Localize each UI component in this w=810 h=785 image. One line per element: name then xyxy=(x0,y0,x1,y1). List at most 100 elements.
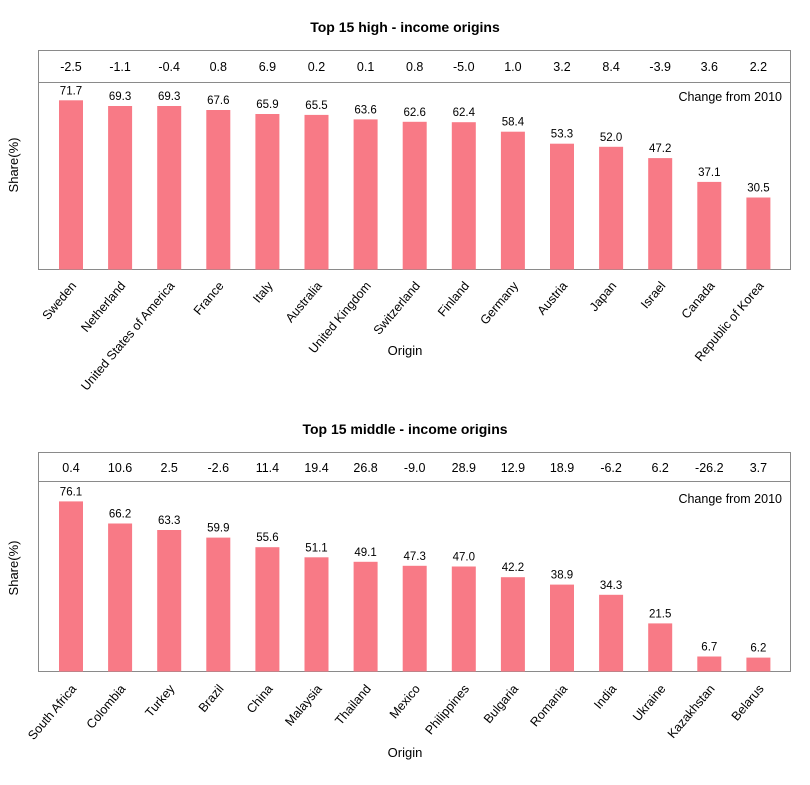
data-label: 59.9 xyxy=(207,523,229,535)
change-value: 3.6 xyxy=(701,60,718,74)
data-label: 62.4 xyxy=(453,107,476,119)
x-tick-label: Romania xyxy=(527,682,570,729)
bar xyxy=(255,547,280,672)
x-tick-label: Netherland xyxy=(78,279,128,335)
chart-title: Top 15 high - income origins xyxy=(310,19,500,35)
x-tick-label: Turkey xyxy=(143,681,178,719)
change-value: 28.9 xyxy=(452,461,476,475)
data-label: 69.3 xyxy=(109,91,131,103)
data-label: 37.1 xyxy=(698,167,720,179)
data-label: 63.3 xyxy=(158,515,180,527)
data-label: 49.1 xyxy=(354,547,376,559)
bar xyxy=(500,131,525,270)
data-label: 34.3 xyxy=(600,580,622,592)
x-tick-label: Brazil xyxy=(196,682,227,715)
x-tick-label: France xyxy=(191,279,227,318)
x-tick-label: Bulgaria xyxy=(481,682,521,726)
bar xyxy=(59,501,83,672)
data-label: 53.3 xyxy=(551,129,573,141)
change-value: -1.1 xyxy=(109,60,131,74)
data-label: 52.0 xyxy=(600,132,622,144)
data-label: 47.2 xyxy=(649,143,671,155)
x-tick-label: Colombia xyxy=(84,682,129,731)
change-value: -5.0 xyxy=(453,60,475,74)
change-value: 0.4 xyxy=(62,461,79,475)
change-value: 26.8 xyxy=(353,461,377,475)
data-label: 69.3 xyxy=(158,91,180,103)
bar xyxy=(648,158,673,270)
x-tick-label: Thailand xyxy=(332,682,374,728)
change-value: 12.9 xyxy=(501,461,525,475)
change-value: 1.0 xyxy=(504,60,521,74)
change-value: 18.9 xyxy=(550,461,574,475)
bar xyxy=(746,197,771,270)
x-tick-label: Sweden xyxy=(40,279,80,323)
data-label: 63.6 xyxy=(354,104,376,116)
x-tick-label: United States of America xyxy=(78,279,177,393)
x-tick-label: Australia xyxy=(283,279,325,325)
change-value: -0.4 xyxy=(158,60,180,74)
change-value: 19.4 xyxy=(304,461,328,475)
bar xyxy=(157,106,182,270)
bar xyxy=(451,122,476,270)
change-legend-label: Change from 2010 xyxy=(678,90,782,104)
y-axis-label: Share(%) xyxy=(6,138,21,193)
bar xyxy=(648,623,673,672)
change-value: 0.8 xyxy=(406,60,423,74)
change-value: 8.4 xyxy=(602,60,619,74)
x-tick-label: Canada xyxy=(679,279,718,322)
x-tick-label: Philippines xyxy=(423,682,473,737)
data-label: 47.0 xyxy=(453,552,475,564)
bar xyxy=(108,523,133,672)
change-value: 2.5 xyxy=(161,461,178,475)
bar xyxy=(206,110,231,270)
x-tick-label: Austria xyxy=(535,279,571,318)
chart-high-income: Top 15 high - income origins Change from… xyxy=(6,19,791,393)
x-tick-label: India xyxy=(591,682,619,712)
bar xyxy=(108,106,133,270)
data-label: 21.5 xyxy=(649,608,671,620)
change-value: -6.2 xyxy=(600,461,622,475)
data-label: 30.5 xyxy=(747,183,769,195)
x-tick-label: Switzerland xyxy=(371,279,423,338)
data-label: 58.4 xyxy=(502,117,525,129)
change-value: 0.1 xyxy=(357,60,374,74)
data-label: 65.5 xyxy=(305,100,327,112)
bar xyxy=(255,114,280,270)
bar xyxy=(599,146,624,270)
data-label: 6.2 xyxy=(750,643,766,655)
x-tick-label: Belarus xyxy=(729,682,767,723)
bar xyxy=(550,143,574,270)
bar xyxy=(500,577,525,672)
data-label: 76.1 xyxy=(60,486,82,498)
x-axis-label: Origin xyxy=(388,343,423,358)
data-label: 38.9 xyxy=(551,570,573,582)
x-tick-label: South Africa xyxy=(25,682,79,743)
change-value: 3.2 xyxy=(553,60,570,74)
change-value: -2.5 xyxy=(60,60,82,74)
x-tick-label: Malaysia xyxy=(282,682,324,729)
data-label: 42.2 xyxy=(502,562,524,574)
change-value: -26.2 xyxy=(695,461,724,475)
change-value: 11.4 xyxy=(256,461,279,475)
bar xyxy=(206,537,231,672)
data-label: 71.7 xyxy=(60,85,82,97)
x-tick-label: Mexico xyxy=(387,682,423,721)
bar xyxy=(550,584,574,672)
bar xyxy=(304,557,329,672)
data-label: 55.6 xyxy=(256,532,278,544)
change-value: 2.2 xyxy=(750,60,767,74)
x-tick-label: Italy xyxy=(250,278,276,305)
x-tick-label: Israel xyxy=(638,279,668,311)
change-value: -9.0 xyxy=(404,461,426,475)
data-label: 47.3 xyxy=(404,551,426,563)
x-tick-label: Finland xyxy=(435,279,472,319)
change-value: 0.8 xyxy=(210,60,227,74)
bar xyxy=(157,530,182,672)
change-value: 10.6 xyxy=(108,461,132,475)
bar xyxy=(599,594,624,672)
x-tick-label: Kazakhstan xyxy=(665,682,718,741)
bar xyxy=(59,100,83,270)
data-label: 6.7 xyxy=(701,642,717,654)
